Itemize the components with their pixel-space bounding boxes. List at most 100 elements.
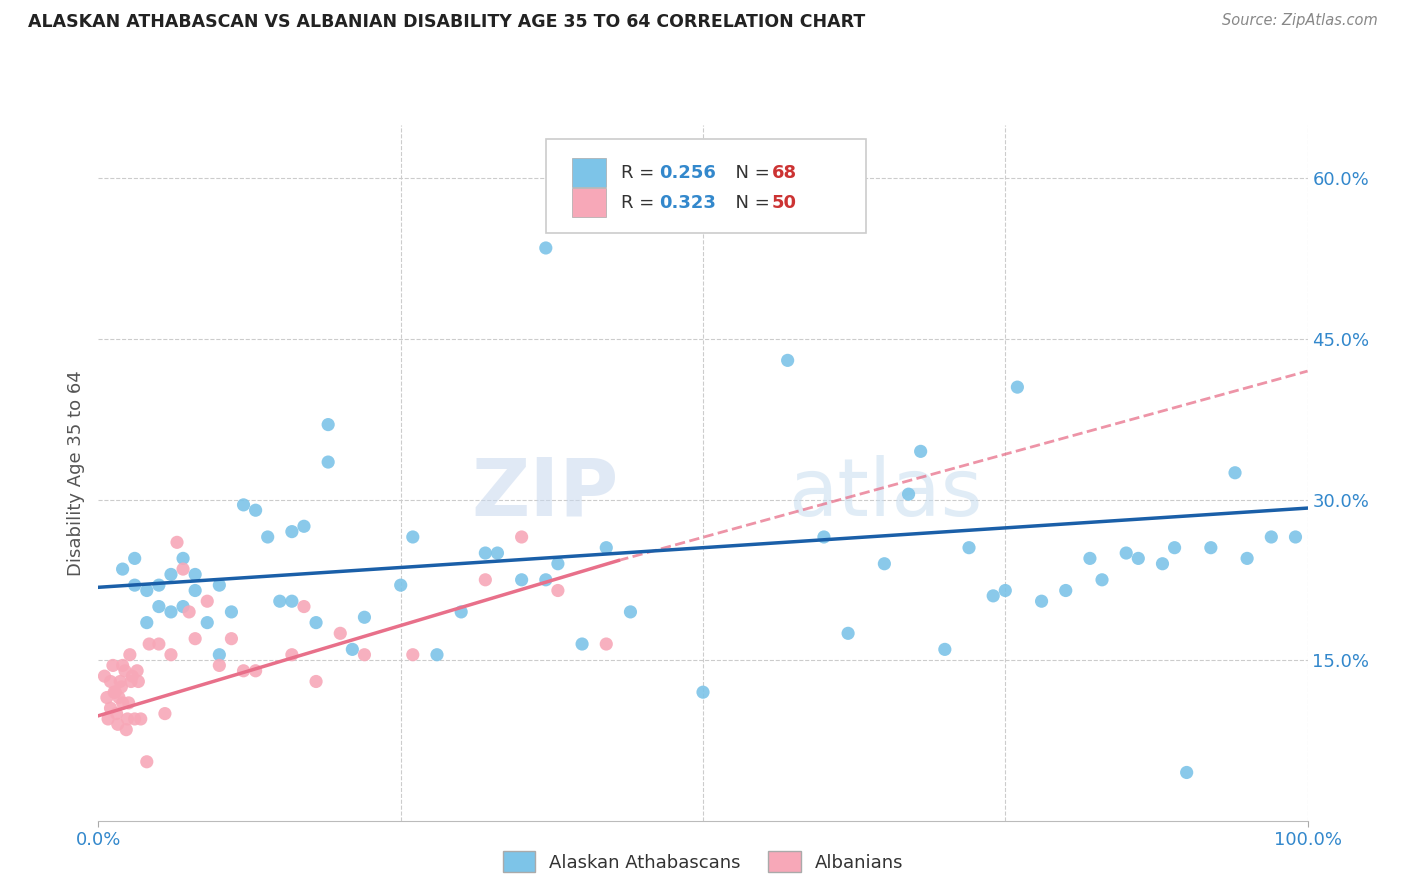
Point xyxy=(1284,530,1306,544)
Point xyxy=(534,241,557,255)
Point xyxy=(221,605,243,619)
Point xyxy=(195,615,218,630)
Point xyxy=(389,578,412,592)
Point xyxy=(813,530,835,544)
Point xyxy=(1223,466,1246,480)
Point xyxy=(316,455,339,469)
Point xyxy=(934,642,956,657)
Point xyxy=(124,578,146,592)
Point xyxy=(305,674,328,689)
Point xyxy=(474,573,496,587)
Text: Source: ZipAtlas.com: Source: ZipAtlas.com xyxy=(1222,13,1378,29)
Point xyxy=(111,658,134,673)
Point xyxy=(121,669,143,683)
Point xyxy=(837,626,859,640)
Point xyxy=(245,664,267,678)
Point xyxy=(1007,380,1029,394)
Text: ZIP: ZIP xyxy=(471,455,619,533)
Point xyxy=(166,535,188,549)
Point xyxy=(148,578,170,592)
Point xyxy=(619,605,641,619)
Point xyxy=(111,696,134,710)
Point xyxy=(1054,583,1077,598)
Point xyxy=(93,669,115,683)
Point xyxy=(450,605,472,619)
Point xyxy=(329,626,352,640)
Point xyxy=(1199,541,1222,555)
Point xyxy=(160,648,183,662)
Point xyxy=(184,632,207,646)
Point xyxy=(124,712,146,726)
Point xyxy=(108,690,131,705)
Point xyxy=(127,664,149,678)
Point xyxy=(1260,530,1282,544)
Point xyxy=(208,658,231,673)
Point xyxy=(160,605,183,619)
Text: N =: N = xyxy=(724,164,775,182)
Point xyxy=(269,594,291,608)
Point xyxy=(353,648,375,662)
Point xyxy=(1175,765,1198,780)
Point xyxy=(100,674,122,689)
Point xyxy=(595,541,617,555)
Point xyxy=(305,615,328,630)
Point xyxy=(595,637,617,651)
Point xyxy=(138,637,160,651)
Point xyxy=(1115,546,1137,560)
Text: 0.256: 0.256 xyxy=(659,164,716,182)
Text: atlas: atlas xyxy=(787,455,981,533)
Point xyxy=(124,551,146,566)
Point xyxy=(184,583,207,598)
Point xyxy=(486,546,509,560)
Point xyxy=(115,723,138,737)
Text: 50: 50 xyxy=(772,194,797,211)
Point xyxy=(981,589,1004,603)
Point xyxy=(195,594,218,608)
Point xyxy=(910,444,932,458)
Point xyxy=(426,648,449,662)
Point xyxy=(129,712,152,726)
Point xyxy=(1078,551,1101,566)
FancyBboxPatch shape xyxy=(572,188,606,218)
Point xyxy=(135,615,157,630)
Point xyxy=(1236,551,1258,566)
Point xyxy=(120,674,142,689)
Point xyxy=(111,562,134,576)
Point xyxy=(110,680,132,694)
FancyBboxPatch shape xyxy=(546,139,866,233)
Point xyxy=(221,632,243,646)
Point xyxy=(105,706,128,721)
Point xyxy=(1031,594,1053,608)
Point xyxy=(118,648,141,662)
Point xyxy=(571,637,593,651)
Point xyxy=(114,664,136,678)
Text: ALASKAN ATHABASCAN VS ALBANIAN DISABILITY AGE 35 TO 64 CORRELATION CHART: ALASKAN ATHABASCAN VS ALBANIAN DISABILIT… xyxy=(28,13,865,31)
Point xyxy=(117,712,139,726)
Text: R =: R = xyxy=(621,194,659,211)
Point xyxy=(172,551,194,566)
Point xyxy=(776,353,799,368)
Point xyxy=(281,648,304,662)
Point xyxy=(148,637,170,651)
Text: 0.323: 0.323 xyxy=(659,194,716,211)
Point xyxy=(316,417,339,432)
Point xyxy=(1091,573,1114,587)
Point xyxy=(510,530,533,544)
Point xyxy=(118,696,141,710)
Point xyxy=(1128,551,1150,566)
Point xyxy=(148,599,170,614)
Text: N =: N = xyxy=(724,194,775,211)
Point xyxy=(353,610,375,624)
Point xyxy=(135,755,157,769)
FancyBboxPatch shape xyxy=(572,158,606,187)
Point xyxy=(281,594,304,608)
Point xyxy=(994,583,1017,598)
Point xyxy=(100,701,122,715)
Point xyxy=(897,487,920,501)
Point xyxy=(402,648,425,662)
Point xyxy=(184,567,207,582)
Point xyxy=(108,674,131,689)
Point xyxy=(208,648,231,662)
Point xyxy=(692,685,714,699)
Point xyxy=(547,557,569,571)
